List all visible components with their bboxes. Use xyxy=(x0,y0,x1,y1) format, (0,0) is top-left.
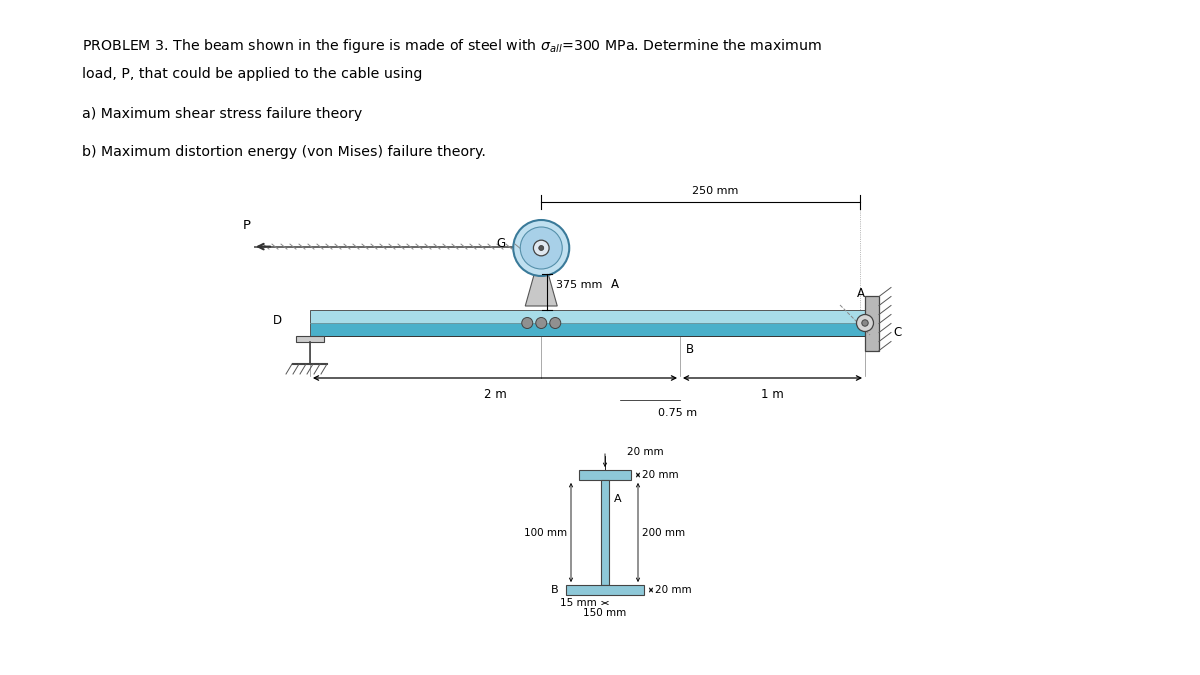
Text: B: B xyxy=(686,343,694,356)
Circle shape xyxy=(862,320,869,326)
Circle shape xyxy=(857,315,874,331)
Polygon shape xyxy=(526,274,557,306)
Text: A: A xyxy=(611,279,619,292)
Bar xyxy=(310,310,865,323)
Text: PROBLEM 3. The beam shown in the figure is made of steel with $\sigma_{all}$=300: PROBLEM 3. The beam shown in the figure … xyxy=(82,37,822,55)
Text: 1 m: 1 m xyxy=(761,388,784,401)
Circle shape xyxy=(550,317,560,329)
Bar xyxy=(566,585,644,595)
Text: 20 mm: 20 mm xyxy=(628,447,664,457)
Text: 20 mm: 20 mm xyxy=(642,470,679,480)
Text: A: A xyxy=(613,494,622,504)
Text: load, P, that could be applied to the cable using: load, P, that could be applied to the ca… xyxy=(82,67,422,81)
Text: 200 mm: 200 mm xyxy=(642,527,685,537)
Bar xyxy=(601,480,608,585)
Text: C: C xyxy=(893,327,901,340)
Text: 250 mm: 250 mm xyxy=(692,186,739,196)
Text: 15 mm: 15 mm xyxy=(560,598,598,608)
Circle shape xyxy=(514,220,569,276)
Bar xyxy=(310,323,865,336)
Text: 0.75 m: 0.75 m xyxy=(659,408,697,418)
Circle shape xyxy=(521,227,563,269)
Text: a) Maximum shear stress failure theory: a) Maximum shear stress failure theory xyxy=(82,107,362,121)
Circle shape xyxy=(539,246,544,250)
Text: 375 mm: 375 mm xyxy=(557,280,602,290)
Circle shape xyxy=(535,317,547,329)
Text: P: P xyxy=(242,219,251,232)
Text: 150 mm: 150 mm xyxy=(583,608,626,618)
Bar xyxy=(580,470,631,480)
Text: B: B xyxy=(551,585,558,595)
Text: 20 mm: 20 mm xyxy=(655,585,691,595)
Bar xyxy=(296,336,324,342)
Bar xyxy=(865,296,878,350)
Text: b) Maximum distortion energy (von Mises) failure theory.: b) Maximum distortion energy (von Mises)… xyxy=(82,145,486,159)
Circle shape xyxy=(534,240,550,256)
Text: 2 m: 2 m xyxy=(484,388,506,401)
Text: G: G xyxy=(496,236,505,250)
Text: A: A xyxy=(857,287,865,300)
Circle shape xyxy=(522,317,533,329)
Text: D: D xyxy=(272,315,282,327)
Text: 100 mm: 100 mm xyxy=(524,527,568,537)
